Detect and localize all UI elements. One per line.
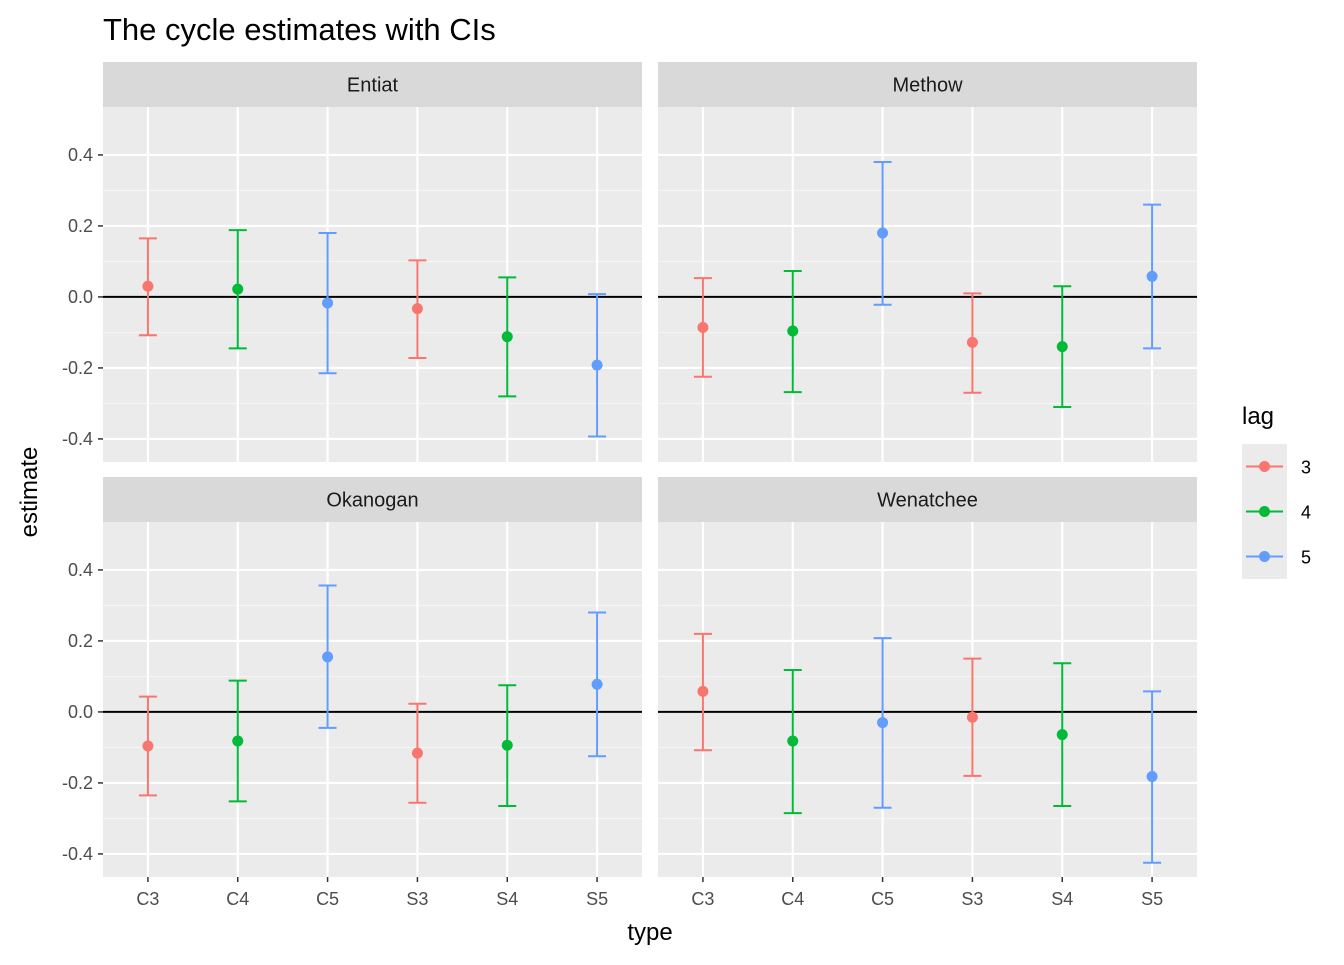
estimate-point (591, 678, 603, 690)
panel-background (658, 522, 1197, 877)
legend-key-5: 5 (1242, 534, 1311, 579)
legend-title: lag (1242, 403, 1274, 430)
estimate-point (1056, 341, 1068, 353)
estimate-point (411, 303, 423, 315)
y-tick-label: -0.2 (62, 358, 93, 378)
y-axis-title: estimate (16, 447, 43, 538)
estimate-point (591, 359, 603, 371)
estimate-point (142, 280, 154, 292)
facet-entiat: Entiat -0.4 -0.2 0.0 0.2 0.4 (62, 62, 642, 462)
facet-strip (658, 62, 1197, 107)
facet-okanogan: Okanogan -0.4 -0.2 0.0 0.2 0.4 C3 C4 C5 S3 S4 S5 (62, 477, 642, 909)
estimate-point (232, 283, 244, 295)
y-tick-label: 0.0 (68, 287, 93, 307)
estimate-point (1056, 729, 1068, 741)
chart-title: The cycle estimates with CIs (103, 12, 496, 47)
x-tick-label: C3 (136, 889, 159, 909)
estimate-point (697, 685, 709, 697)
x-tick-label: C4 (226, 889, 249, 909)
panel-background (103, 522, 642, 877)
estimate-point (501, 739, 513, 751)
estimate-point (966, 711, 978, 723)
estimate-point (322, 297, 334, 309)
facet-strip-label: Okanogan (326, 490, 418, 512)
facet-methow: Methow (658, 62, 1197, 462)
x-tick-label: C4 (781, 889, 804, 909)
legend-label: 4 (1301, 503, 1311, 523)
estimate-point (232, 735, 244, 747)
legend: lag 3 4 5 (1242, 403, 1311, 579)
x-tick-label: S3 (961, 889, 983, 909)
estimate-point (501, 331, 513, 343)
panel-background (658, 107, 1197, 462)
y-tick-label: -0.4 (62, 844, 93, 864)
y-tick-label: 0.4 (68, 145, 93, 165)
estimate-point (1146, 270, 1158, 282)
y-tick-label: 0.0 (68, 702, 93, 722)
legend-key-point (1259, 551, 1270, 562)
estimate-point (322, 651, 334, 663)
y-tick-label: -0.2 (62, 773, 93, 793)
y-tick-label: 0.2 (68, 216, 93, 236)
x-tick-label: C3 (691, 889, 714, 909)
legend-keys: 3 4 5 (1242, 444, 1311, 579)
legend-key-4: 4 (1242, 489, 1311, 534)
estimate-point (411, 747, 423, 759)
x-tick-label: S4 (1051, 889, 1073, 909)
x-tick-label: S4 (496, 889, 518, 909)
facet-strip-label: Wenatchee (877, 490, 978, 512)
x-tick-label: C5 (871, 889, 894, 909)
facet-strip (103, 477, 642, 522)
legend-key-point (1259, 506, 1270, 517)
facet-strip-label: Methow (892, 75, 963, 97)
facet-strip (103, 62, 642, 107)
x-tick-label: S5 (1141, 889, 1163, 909)
estimate-point (142, 740, 154, 752)
legend-label: 5 (1301, 548, 1311, 568)
y-tick-label: 0.2 (68, 631, 93, 651)
estimate-point (787, 325, 799, 337)
estimate-point (697, 321, 709, 333)
x-axis-title: type (627, 919, 672, 946)
facet-strip (658, 477, 1197, 522)
panel-background (103, 107, 642, 462)
estimate-point (1146, 771, 1158, 783)
facet-wenatchee: Wenatchee C3 C4 C5 S3 S4 S5 (658, 477, 1197, 909)
legend-key-3: 3 (1242, 444, 1311, 489)
x-tick-label: S3 (406, 889, 428, 909)
legend-key-point (1259, 461, 1270, 472)
facet-panels: Entiat -0.4 -0.2 0.0 0.2 0.4 Methow Okanogan -0.… (62, 62, 1197, 909)
x-tick-label: C5 (316, 889, 339, 909)
y-tick-label: -0.4 (62, 429, 93, 449)
facet-strip-label: Entiat (347, 75, 399, 97)
estimate-point (877, 227, 889, 239)
x-tick-label: S5 (586, 889, 608, 909)
legend-label: 3 (1301, 458, 1311, 478)
estimate-point (877, 717, 889, 729)
y-tick-label: 0.4 (68, 560, 93, 580)
estimate-point (966, 336, 978, 348)
estimate-point (787, 735, 799, 747)
